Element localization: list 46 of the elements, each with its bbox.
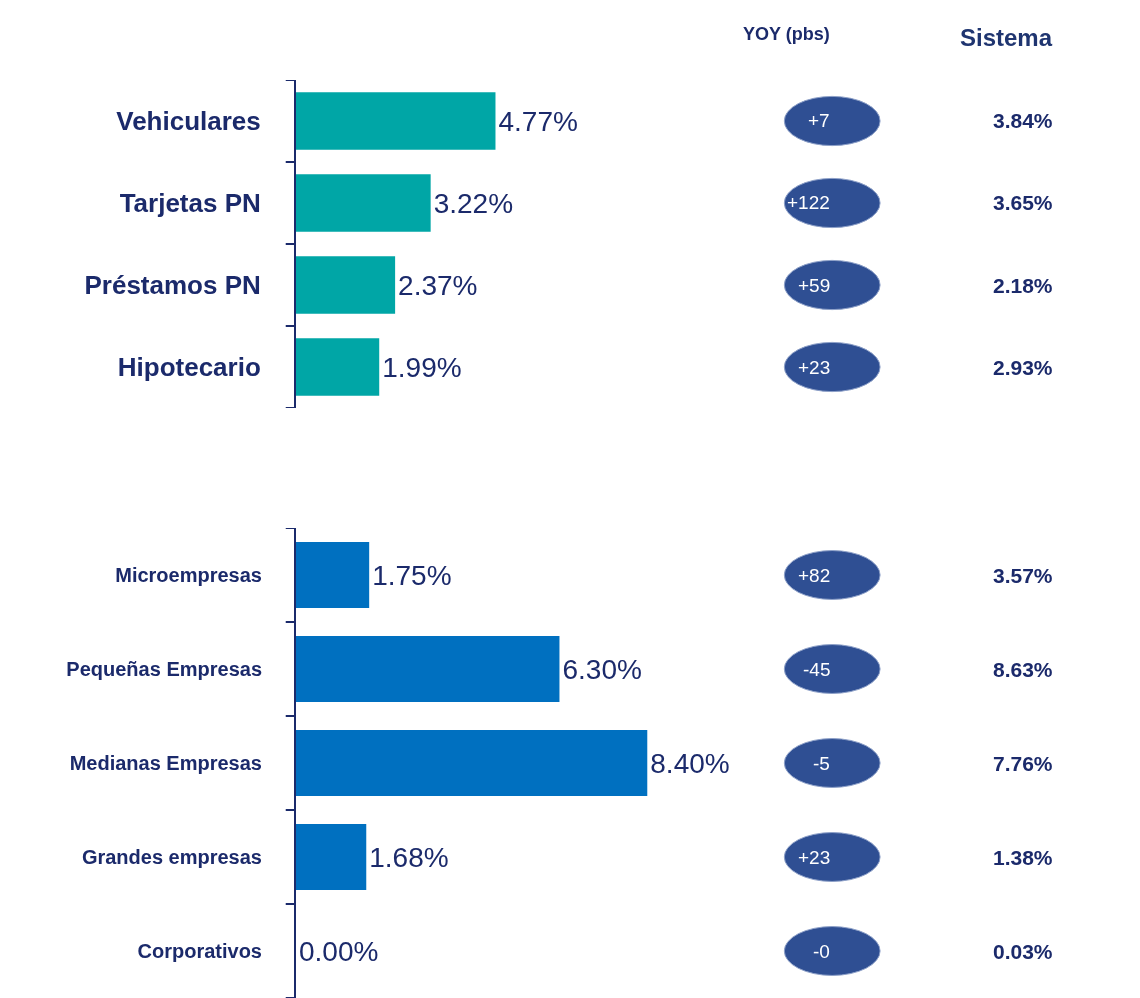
bar xyxy=(296,824,367,890)
text: +59 xyxy=(798,275,831,296)
text: 8.63% xyxy=(993,658,1053,681)
bar xyxy=(296,338,380,396)
bar xyxy=(296,92,496,150)
y-tick-label: Grandes empresas xyxy=(81,846,262,868)
text: 3.65% xyxy=(993,191,1053,214)
text: +23 xyxy=(798,847,831,868)
bar xyxy=(296,542,370,608)
data-label: 1.99% xyxy=(382,351,462,383)
text: 3.84% xyxy=(993,109,1053,132)
y-tick-label: Microempresas xyxy=(115,564,262,586)
text: 1.38% xyxy=(993,846,1053,869)
bar xyxy=(296,174,431,232)
data-label: 6.30% xyxy=(562,653,642,685)
bar xyxy=(296,256,396,314)
data-label: 1.75% xyxy=(372,559,452,591)
text: -45 xyxy=(803,659,831,680)
text: 2.18% xyxy=(993,274,1053,297)
data-label: 8.40% xyxy=(650,747,730,779)
y-tick-label: Hipotecario xyxy=(117,352,261,383)
text: 7.76% xyxy=(993,752,1053,775)
text: 3.57% xyxy=(993,564,1053,587)
text: +23 xyxy=(798,357,831,378)
text: +122 xyxy=(787,192,830,213)
y-tick-label: Pequeñas Empresas xyxy=(66,658,262,680)
text: -5 xyxy=(813,753,830,774)
text: +82 xyxy=(798,565,831,586)
data-label: 3.22% xyxy=(433,187,514,219)
text: -0 xyxy=(813,941,830,962)
data-label: 1.68% xyxy=(369,841,449,873)
data-label: 2.37% xyxy=(398,269,478,301)
text: +7 xyxy=(808,110,830,131)
y-tick-label: Préstamos PN xyxy=(84,270,261,301)
text: Sistema xyxy=(960,24,1053,51)
y-tick-label: Medianas Empresas xyxy=(69,752,262,774)
data-label: 0.00% xyxy=(299,935,379,967)
bar xyxy=(296,636,560,702)
y-tick-label: Corporativos xyxy=(137,940,262,962)
text: 0.03% xyxy=(993,940,1053,963)
text: YOY (pbs) xyxy=(743,24,830,44)
y-tick-label: Vehiculares xyxy=(116,106,261,137)
text: 2.93% xyxy=(993,356,1053,379)
data-label: 4.77% xyxy=(498,105,578,137)
bar xyxy=(296,730,648,796)
y-tick-label: Tarjetas PN xyxy=(119,188,261,219)
